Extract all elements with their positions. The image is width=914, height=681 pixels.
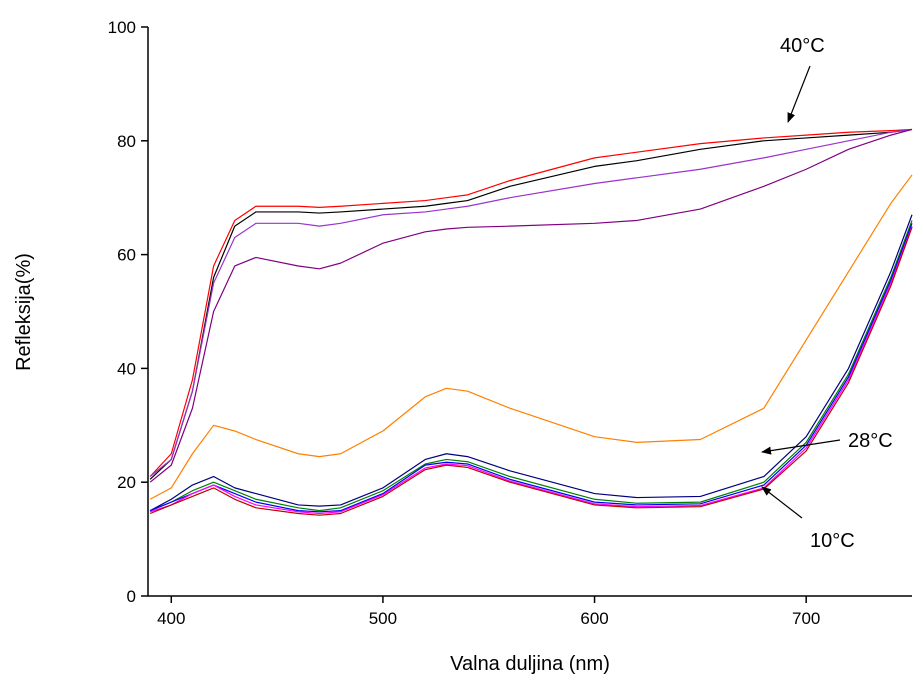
y-tick-label: 60: [117, 246, 136, 265]
annotation-arrow: [787, 65, 811, 123]
series-line: [149, 174, 913, 500]
series-line: [149, 128, 913, 477]
series-line: [149, 128, 913, 477]
x-tick-label: 600: [580, 609, 608, 628]
y-tick-label: 100: [108, 18, 136, 37]
series-line: [149, 227, 913, 516]
annotation: 28°C: [848, 430, 893, 452]
plot-area: [149, 128, 913, 516]
series-line: [149, 214, 913, 512]
series-line: [149, 223, 913, 513]
x-axis-title: Valna duljina (nm): [450, 653, 610, 675]
annotation: 40°C: [780, 35, 825, 57]
y-tick-label: 40: [117, 359, 136, 378]
series-line: [149, 128, 913, 480]
series-line: [149, 128, 913, 483]
x-tick-label: 400: [157, 609, 185, 628]
y-tick-label: 80: [117, 132, 136, 151]
annotation-arrow: [761, 439, 841, 455]
series-line: [149, 220, 913, 512]
annotation: 10°C: [810, 530, 855, 552]
y-tick-label: 0: [127, 587, 136, 606]
annotation-arrow: [761, 486, 803, 519]
series-line: [149, 225, 913, 515]
x-tick-label: 700: [792, 609, 820, 628]
y-axis-title: Refleksija(%): [13, 253, 35, 371]
x-tick-label: 500: [369, 609, 397, 628]
y-tick-label: 20: [117, 473, 136, 492]
